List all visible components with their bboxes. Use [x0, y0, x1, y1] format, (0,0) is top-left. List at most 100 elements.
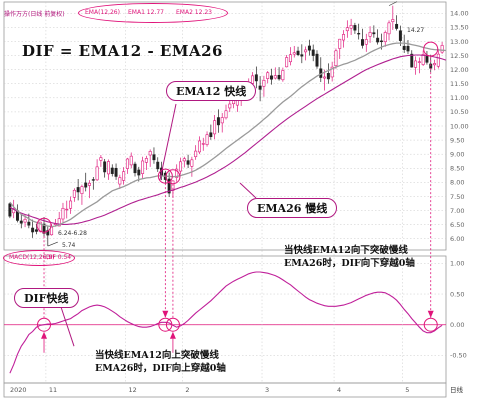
macd-params: MACD(12,26,9): [9, 254, 55, 261]
cross-up-note-line1: 当快线EMA12向上突破慢线: [95, 350, 219, 361]
candle-body: [270, 75, 273, 80]
candle-body: [103, 161, 107, 173]
candle-body: [194, 150, 198, 158]
date-tick-label: 4: [337, 386, 341, 394]
candle-body: [436, 53, 440, 67]
date-tick-label: 5: [405, 386, 409, 394]
candle-body: [379, 40, 383, 43]
chart-grid: [4, 2, 446, 383]
down-arrow: [162, 310, 169, 318]
candle-body: [338, 38, 342, 49]
candle-body: [266, 72, 270, 79]
date-tick-label: 2: [185, 386, 189, 394]
candle-body: [421, 54, 425, 65]
candle-body: [228, 103, 232, 109]
candle-body: [398, 30, 402, 41]
axis-ticks: 14.00 13.50 13.00 12.50 12.00 11.50 11.00 10.50…: [10, 10, 469, 394]
price-tick-label: 11.00: [450, 94, 469, 102]
cross-down-note-line1: 当快线EMA12向下突破慢线: [284, 245, 408, 256]
dif-series: [9, 271, 443, 374]
candle-body: [137, 169, 141, 176]
up-arrow: [41, 331, 48, 339]
candle-body: [323, 76, 327, 79]
legend-oval: [78, 3, 228, 23]
candle-body: [410, 53, 414, 68]
candle-body: [122, 171, 126, 181]
macd-tick-label: 1.00: [450, 260, 464, 268]
ema12-callout: EMA12 快线: [166, 81, 257, 101]
candle-body: [175, 168, 179, 178]
dif-line: [9, 271, 443, 374]
candle-body: [99, 157, 103, 161]
candle-body: [395, 23, 399, 29]
candle-body: [27, 221, 31, 226]
cross-markers: [36, 1, 439, 353]
candle-body: [156, 161, 160, 170]
macd-tick-label: -0.50: [450, 352, 467, 360]
candle-body: [182, 158, 186, 162]
price-tick-label: 12.00: [450, 66, 469, 74]
candle-body: [433, 63, 436, 66]
price-tick-label: 10.00: [450, 122, 469, 130]
candle-body: [220, 117, 224, 124]
macd-dif-value: DIF 0.54: [46, 254, 72, 261]
candle-body: [197, 140, 201, 153]
dif-cross-circle: [158, 317, 173, 332]
macd-tick-label: 0.00: [450, 321, 464, 329]
cross-up-note-line2: EMA26时，DIF向上穿越0轴: [95, 363, 226, 374]
candle-body: [110, 167, 114, 174]
price-tick-label: 7.50: [450, 193, 464, 201]
candle-body: [285, 57, 289, 68]
candle-body: [76, 187, 80, 193]
low-range-label: 6.24-6.28: [58, 230, 87, 237]
candle-body: [106, 161, 110, 175]
down-arrow: [427, 310, 434, 318]
candle-body: [84, 182, 88, 188]
candle-body: [326, 73, 330, 80]
candle-body: [125, 158, 129, 169]
price-tick-label: 7.00: [450, 207, 464, 215]
candle-body: [391, 19, 395, 23]
cross-down-note: 当快线EMA12向下突破慢线 EMA26时，DIF向下穿越0轴: [284, 244, 415, 270]
price-tick-label: 11.50: [450, 80, 469, 88]
legend-ema26: EMA2 12.23: [176, 9, 212, 16]
candle-body: [144, 158, 148, 163]
candle-body: [334, 50, 338, 66]
price-tick-label: 13.00: [450, 38, 469, 46]
dif-pointer: [59, 303, 75, 347]
candle-body: [364, 39, 368, 45]
candle-body: [277, 74, 281, 80]
candle-body: [296, 50, 300, 55]
candle-body: [133, 163, 137, 174]
candle-body: [357, 32, 361, 35]
candle-body: [114, 167, 118, 177]
candle-body: [205, 134, 209, 145]
candle-body: [72, 189, 76, 198]
candle-body: [31, 227, 35, 233]
price-tick-label: 12.50: [450, 52, 469, 60]
legend-ema-params: EMA(12,26): [85, 9, 120, 16]
date-tick-label: 2020: [10, 386, 27, 394]
ema26-line: [9, 54, 447, 225]
dif-cross-circle: [423, 317, 438, 332]
candle-body: [353, 25, 357, 31]
candle-body: [95, 166, 99, 181]
candle-body: [61, 207, 65, 220]
candle-body: [88, 182, 91, 186]
price-tick-label: 6.50: [450, 221, 464, 229]
candle-body: [190, 159, 194, 167]
candle-body: [19, 220, 23, 224]
price-tick-label: 8.00: [450, 179, 464, 187]
candle-body: [349, 25, 353, 29]
date-tick-label: 12: [129, 386, 137, 394]
candle-body: [311, 49, 315, 56]
candle-body: [65, 208, 69, 211]
price-tick-label: 9.50: [450, 136, 464, 144]
ema26-callout: EMA26 慢线: [247, 198, 338, 218]
candle-body: [307, 45, 311, 51]
date-tick-label: 3: [265, 386, 269, 394]
candle-body: [167, 178, 171, 194]
candle-body: [417, 61, 421, 63]
candle-body: [224, 110, 228, 119]
